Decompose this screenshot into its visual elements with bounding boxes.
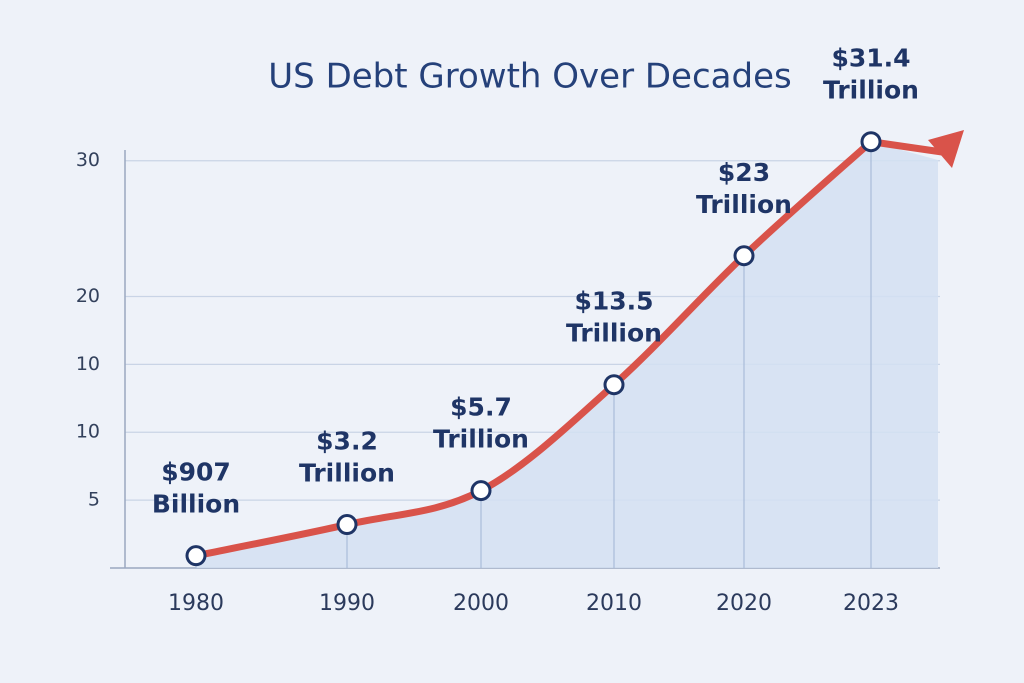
arrow-head [928,130,964,168]
value-label: $23 Trillion [696,158,792,219]
y-tick-label: 10 [76,353,100,375]
x-tick-label: 1990 [319,591,375,616]
x-tick-label: 2000 [453,591,509,616]
point [860,131,882,153]
value-label: $5.7 Trillion [433,393,529,454]
y-tick-label: 30 [76,149,100,171]
value-label: $907 Billion [152,458,240,519]
x-tick-label: 2020 [716,591,772,616]
y-tick-label: 20 [76,285,100,307]
x-tick-label: 2023 [843,591,899,616]
x-tick-label: 1980 [168,591,224,616]
y-tick-label: 10 [76,421,100,443]
line [192,138,875,560]
value-label: $3.2 Trillion [299,427,395,488]
point [470,480,492,502]
point [733,245,755,267]
area-tail [871,141,938,569]
value-label: $31.4 Trillion [823,44,919,105]
point [336,514,358,536]
y-tick-label: 5 [88,489,100,511]
point [603,374,625,396]
x-tick-label: 2010 [586,591,642,616]
point [185,545,207,567]
arrow-shaft [870,138,943,156]
chart-title: US Debt Growth Over Decades [268,57,791,97]
area [196,141,871,569]
value-label: $13.5 Trillion [566,287,662,348]
